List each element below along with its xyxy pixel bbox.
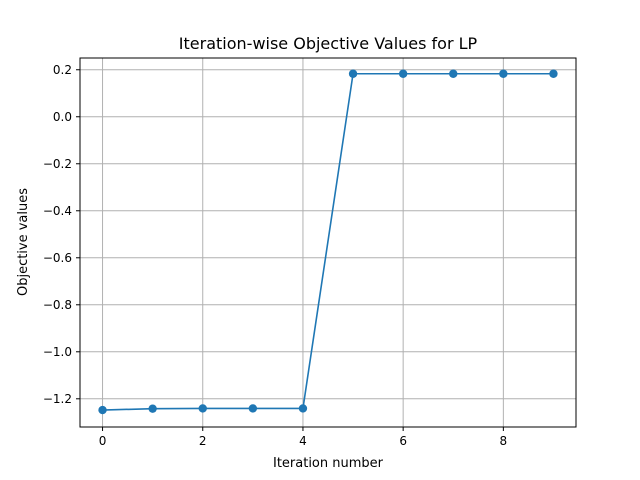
grid xyxy=(80,58,576,427)
plot-frame xyxy=(79,57,577,428)
data-point xyxy=(499,69,508,78)
x-tick-label: 0 xyxy=(99,434,107,448)
data-point xyxy=(248,404,258,413)
y-tick-label: −0.6 xyxy=(43,251,72,265)
chart-title: Iteration-wise Objective Values for LP xyxy=(179,34,478,53)
data-point xyxy=(148,404,157,413)
data-point xyxy=(549,69,558,78)
y-tick-label: 0.2 xyxy=(53,63,72,77)
y-tick-label: 0.0 xyxy=(53,110,72,124)
ticks: 0 2 4 6 8 −1.2 −1.0 −0.8 −0.6 −0.4 −0.2 0.0 0.2 xyxy=(43,63,507,448)
y-tick-label: −0.4 xyxy=(43,204,72,218)
y-tick-label: −1.0 xyxy=(43,345,72,359)
data-point xyxy=(198,404,207,413)
data-point xyxy=(449,69,458,78)
data-point xyxy=(298,404,308,413)
series-line xyxy=(102,72,554,411)
x-tick-label: 8 xyxy=(500,434,508,448)
y-tick-label: −1.2 xyxy=(43,392,72,406)
data-point xyxy=(398,69,408,78)
y-tick-label: −0.2 xyxy=(43,157,72,171)
y-axis-label: Objective values xyxy=(16,188,31,296)
x-tick-label: 6 xyxy=(399,434,407,448)
data-point xyxy=(98,405,107,415)
x-tick-label: 4 xyxy=(299,434,307,448)
y-tick-label: −0.8 xyxy=(43,298,72,312)
x-axis-label: Iteration number xyxy=(273,456,384,471)
data-point xyxy=(348,69,358,78)
x-tick-label: 2 xyxy=(199,434,207,448)
series-layer xyxy=(98,69,558,415)
